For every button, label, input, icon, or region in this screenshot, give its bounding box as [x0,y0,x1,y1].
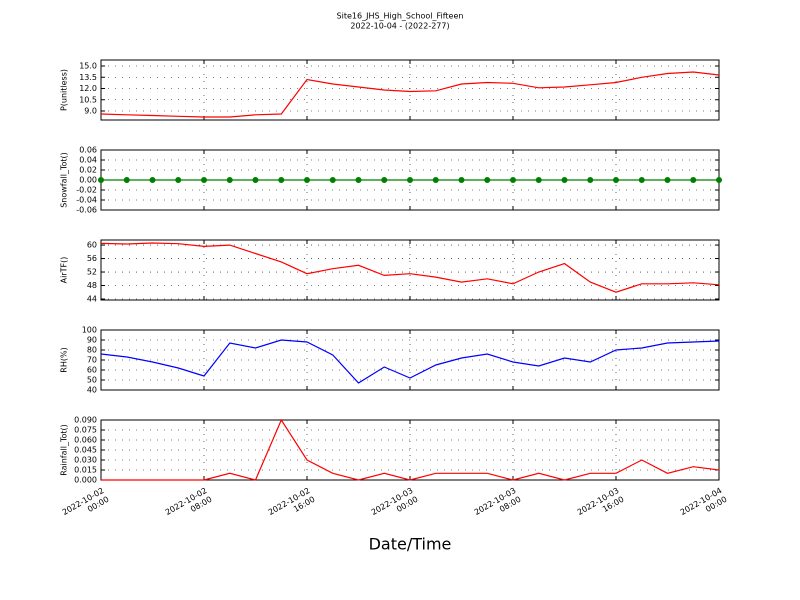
data-point [561,177,568,183]
y-tick-label: 40 [87,386,97,395]
y-tick-label: 52 [87,268,97,277]
y-tick-label: 0.015 [74,466,97,475]
y-tick-label: 0.060 [74,436,97,445]
y-tick-label: 13.5 [79,73,97,82]
y-tick-label: 9.0 [84,107,97,116]
plot-frame [100,239,720,301]
y-tick-label: 0.030 [74,456,97,465]
data-line [100,339,720,384]
y-tick-label: 15.0 [79,62,97,71]
data-point [226,177,233,183]
y-tick-label: -0.04 [76,196,97,205]
data-point [510,177,516,183]
y-axis-label: Snowfall_Tot() [60,152,69,208]
y-tick-label: 100 [82,326,97,335]
data-point [252,177,259,183]
y-tick-label: 90 [87,336,97,345]
data-line [100,71,720,118]
y-tick-label: -0.02 [76,186,97,195]
data-point [638,177,645,183]
data-point [484,177,491,183]
y-tick-label: 0.045 [74,446,97,455]
y-axis-label: RH(%) [60,347,69,372]
data-point [381,177,388,183]
data-point [98,177,104,183]
y-tick-label: 0.000 [74,476,97,485]
data-point [355,177,362,183]
data-point [304,177,310,183]
data-point [613,177,619,183]
data-point [201,177,207,183]
y-tick-label: 0.04 [79,156,97,165]
y-tick-label: 10.5 [79,95,97,104]
y-tick-label: 0.00 [79,176,97,185]
y-tick-label: 56 [87,254,97,263]
data-point [149,177,156,183]
y-tick-label: 0.075 [74,426,97,435]
data-line [100,242,720,293]
data-point [278,177,285,183]
y-tick-label: 0.02 [79,166,97,175]
y-tick-label: 48 [87,281,97,290]
data-point [587,177,594,183]
y-tick-label: 12.0 [79,84,97,93]
data-point [664,177,671,183]
data-point [458,177,465,183]
chart-title: Site16_JHS_High_School_Fifteen [337,12,464,21]
y-tick-label: 60 [87,366,97,375]
data-point [329,177,336,183]
data-point [432,177,439,183]
data-point [407,177,413,183]
y-tick-label: 80 [87,346,97,355]
y-axis-label: AirTF() [60,257,69,284]
data-point [535,177,542,183]
data-point [175,177,182,183]
y-axis-label: P(unitless) [60,69,69,111]
data-line [101,418,720,481]
data-point [716,177,722,183]
y-tick-label: 60 [87,241,97,250]
y-tick-label: -0.06 [76,206,97,215]
data-point [123,177,130,183]
y-tick-label: 44 [87,294,97,303]
chart-subtitle: 2022-10-04 - (2022-277) [350,22,449,31]
y-tick-label: 0.090 [74,416,97,425]
x-axis-label: Date/Time [369,535,452,554]
data-point [690,177,697,183]
y-tick-label: 50 [87,376,97,385]
y-tick-label: 70 [87,356,97,365]
y-axis-label: Rainfall_Tot() [60,424,69,476]
y-tick-label: 0.06 [79,146,97,155]
